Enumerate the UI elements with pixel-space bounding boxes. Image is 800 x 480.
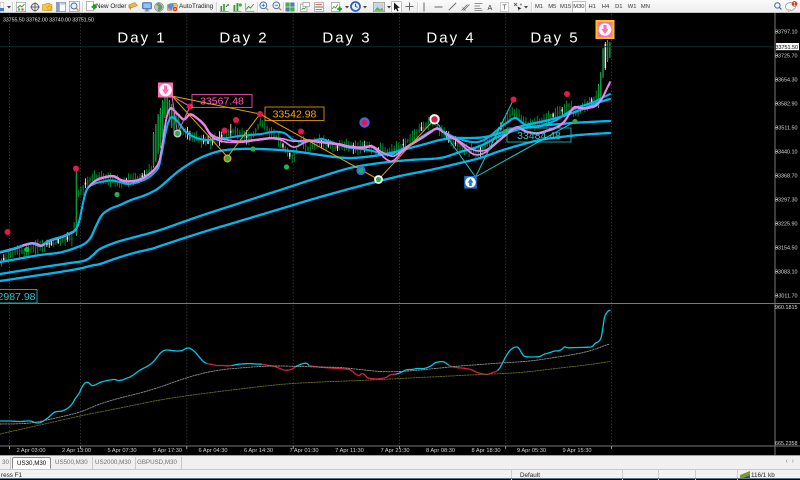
svg-text:Day 2: Day 2 (219, 30, 268, 47)
svg-text:33297.30: 33297.30 (775, 198, 797, 204)
svg-text:33484.48: 33484.48 (517, 130, 561, 142)
svg-text:1: 1 (793, 2, 796, 8)
svg-text:33011.70: 33011.70 (775, 294, 797, 300)
svg-text:33225.90: 33225.90 (775, 222, 797, 228)
svg-text:33654.30: 33654.30 (775, 78, 797, 84)
svg-text:8 Apr 18:30: 8 Apr 18:30 (471, 448, 500, 454)
svg-text:5 Apr 17:30: 5 Apr 17:30 (153, 448, 182, 454)
svg-text:9 Apr 05:30: 9 Apr 05:30 (517, 448, 546, 454)
svg-text:32987.98: 32987.98 (0, 291, 36, 303)
svg-text:33582.90: 33582.90 (775, 102, 797, 108)
svg-text:T: T (502, 4, 507, 11)
svg-text:33154.50: 33154.50 (775, 246, 797, 252)
svg-text:Day 5: Day 5 (530, 30, 579, 47)
svg-text:665.2358: 665.2358 (775, 441, 797, 447)
svg-text:33751.50: 33751.50 (776, 45, 798, 51)
svg-text:33542.98: 33542.98 (273, 108, 317, 120)
svg-text:Day 3: Day 3 (322, 30, 371, 47)
svg-text:2 Apr 13:00: 2 Apr 13:00 (62, 448, 91, 454)
svg-text:33567.48: 33567.48 (200, 95, 244, 107)
svg-text:7 Apr 21:30: 7 Apr 21:30 (380, 448, 409, 454)
svg-text:6 Apr 04:30: 6 Apr 04:30 (198, 448, 227, 454)
svg-text:33755.50 33762.00 33740.00 337: 33755.50 33762.00 33740.00 33751.50 (3, 18, 94, 24)
svg-text:5 Apr 07:30: 5 Apr 07:30 (107, 448, 136, 454)
svg-text:33368.70: 33368.70 (775, 174, 797, 180)
svg-text:33511.50: 33511.50 (775, 126, 797, 132)
svg-text:33083.10: 33083.10 (775, 270, 797, 276)
svg-text:2 Apr 03:00: 2 Apr 03:00 (16, 448, 45, 454)
svg-text:7 Apr 01:30: 7 Apr 01:30 (289, 448, 318, 454)
svg-text:Day 1: Day 1 (117, 30, 166, 47)
svg-text:6 Apr 14:30: 6 Apr 14:30 (244, 448, 273, 454)
svg-text:33797.10: 33797.10 (775, 30, 797, 36)
svg-text:7 Apr 11:30: 7 Apr 11:30 (335, 448, 364, 454)
svg-text:9 Apr 15:30: 9 Apr 15:30 (562, 448, 591, 454)
svg-text:33440.10: 33440.10 (775, 150, 797, 156)
svg-text:Day 4: Day 4 (426, 30, 475, 47)
svg-text:33725.70: 33725.70 (775, 54, 797, 60)
svg-text:960.1815: 960.1815 (775, 305, 797, 311)
svg-text:8 Apr 08:30: 8 Apr 08:30 (426, 448, 455, 454)
